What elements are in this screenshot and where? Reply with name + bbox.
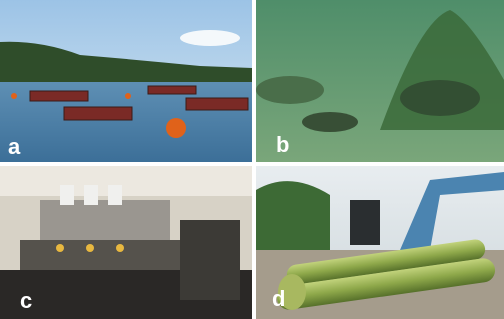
panel-a: a xyxy=(0,0,252,162)
panel-label: d xyxy=(272,286,285,311)
figure: a b c d xyxy=(0,0,504,319)
panel-c: c xyxy=(0,166,252,319)
panel-label: c xyxy=(20,288,32,313)
page: a b c d (() => { const data xyxy=(0,0,504,319)
panel-b: b xyxy=(256,0,504,162)
panel-label: a xyxy=(8,134,21,159)
panel-label: b xyxy=(276,132,289,157)
panel-d: d xyxy=(256,166,504,319)
